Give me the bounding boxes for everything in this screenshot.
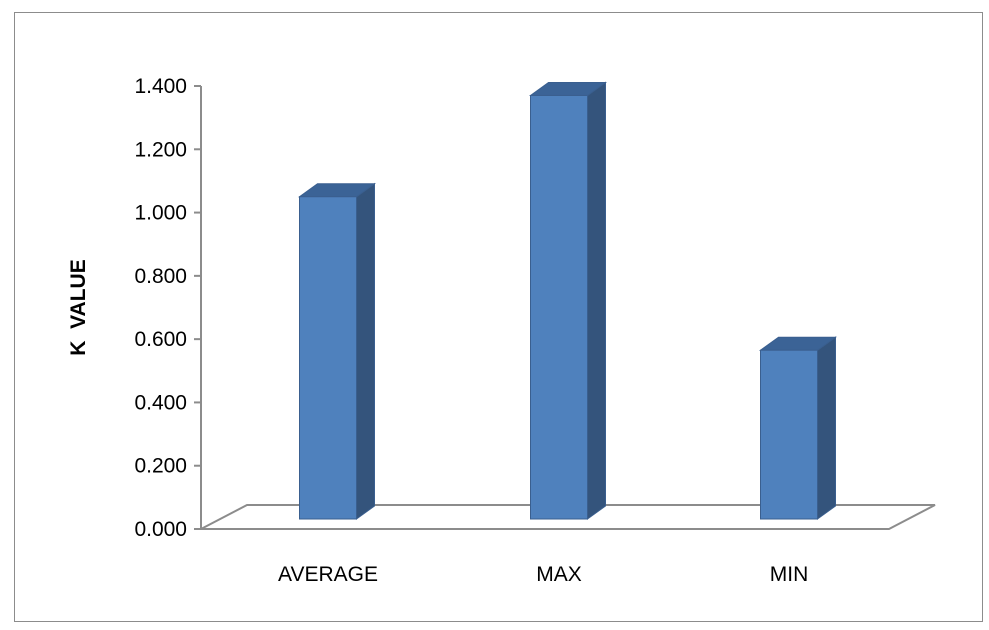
bar-side-face xyxy=(356,182,375,520)
y-tick-label: 0.400 xyxy=(134,391,187,414)
x-category-label: MAX xyxy=(536,563,582,586)
bar-series xyxy=(297,81,838,520)
chart-floor xyxy=(200,504,936,530)
x-category-labels: AVERAGE MAX MIN xyxy=(278,563,808,586)
x-category-label: AVERAGE xyxy=(278,563,378,586)
y-axis xyxy=(194,85,202,530)
floor-outline xyxy=(200,504,936,530)
bar-front-face xyxy=(760,349,818,520)
y-tick-label: 0.200 xyxy=(134,455,187,478)
y-tick-labels: 0.000 0.200 0.400 0.600 0.800 1.000 1.200 1.400 xyxy=(134,75,187,541)
bar-side-face xyxy=(587,81,606,520)
bar-min xyxy=(758,336,838,520)
y-axis-title: K VALUE xyxy=(67,259,90,355)
bar-side-face xyxy=(817,336,836,520)
y-tick-label: 0.600 xyxy=(134,328,187,351)
bar-average xyxy=(297,182,377,520)
x-category-label: MIN xyxy=(770,563,809,586)
bar-max xyxy=(528,81,608,520)
bar-front-face xyxy=(530,94,588,520)
y-tick-label: 0.000 xyxy=(134,518,187,541)
bar-front-face xyxy=(299,196,357,520)
chart-frame: 0.000 0.200 0.400 0.600 0.800 1.000 1.200 1.400… xyxy=(14,12,983,622)
y-tick-label: 1.200 xyxy=(134,138,187,161)
y-tick-label: 1.000 xyxy=(134,202,187,225)
y-tick-label: 0.800 xyxy=(134,265,187,288)
y-tick-label: 1.400 xyxy=(134,75,187,98)
bar-chart: 0.000 0.200 0.400 0.600 0.800 1.000 1.200 1.400… xyxy=(67,75,936,586)
